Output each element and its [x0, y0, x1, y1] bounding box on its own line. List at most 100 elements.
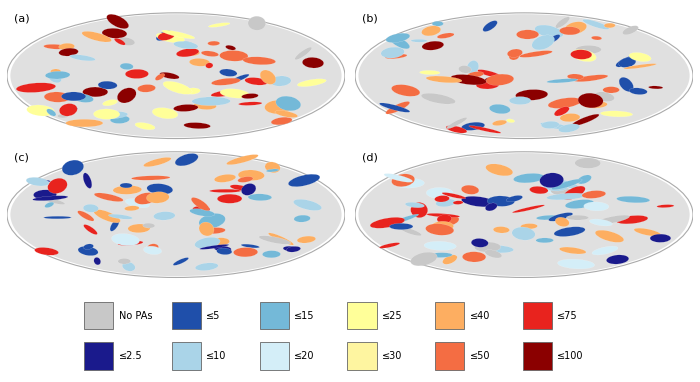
Ellipse shape [550, 187, 572, 196]
Ellipse shape [426, 76, 462, 83]
Ellipse shape [7, 13, 345, 139]
Ellipse shape [619, 58, 636, 68]
Ellipse shape [297, 236, 316, 243]
Ellipse shape [248, 194, 272, 201]
Ellipse shape [431, 221, 454, 231]
Ellipse shape [529, 186, 548, 194]
Ellipse shape [532, 35, 554, 50]
Ellipse shape [411, 258, 430, 264]
Ellipse shape [260, 70, 276, 84]
Ellipse shape [241, 94, 258, 99]
Ellipse shape [111, 234, 139, 246]
Ellipse shape [283, 246, 298, 251]
Ellipse shape [400, 227, 421, 236]
Ellipse shape [120, 183, 132, 188]
Ellipse shape [302, 57, 323, 68]
Ellipse shape [577, 190, 592, 194]
Ellipse shape [217, 194, 242, 203]
Ellipse shape [437, 33, 454, 39]
Ellipse shape [405, 202, 424, 208]
Ellipse shape [174, 41, 198, 49]
Ellipse shape [424, 241, 456, 250]
Ellipse shape [83, 225, 97, 235]
Ellipse shape [467, 60, 479, 74]
Ellipse shape [259, 236, 290, 244]
Ellipse shape [390, 36, 410, 49]
Ellipse shape [135, 123, 155, 130]
Ellipse shape [471, 238, 489, 247]
Ellipse shape [268, 233, 294, 245]
Ellipse shape [128, 224, 150, 233]
Ellipse shape [461, 122, 485, 130]
Text: ≤25: ≤25 [382, 311, 402, 320]
Ellipse shape [43, 216, 71, 219]
Ellipse shape [379, 103, 410, 112]
Ellipse shape [78, 246, 98, 256]
Text: ≤75: ≤75 [557, 311, 578, 320]
Ellipse shape [475, 242, 500, 252]
Ellipse shape [421, 26, 441, 36]
Ellipse shape [592, 246, 618, 255]
Ellipse shape [72, 94, 94, 102]
Ellipse shape [173, 257, 188, 265]
Ellipse shape [83, 244, 94, 249]
Ellipse shape [437, 215, 452, 223]
Ellipse shape [650, 234, 671, 243]
Ellipse shape [594, 92, 615, 102]
Text: ≤5: ≤5 [206, 311, 220, 320]
Ellipse shape [453, 201, 463, 204]
Ellipse shape [241, 244, 260, 248]
Ellipse shape [176, 49, 199, 57]
Ellipse shape [541, 121, 559, 129]
Ellipse shape [461, 185, 479, 194]
Ellipse shape [582, 191, 606, 198]
Ellipse shape [47, 109, 56, 116]
Ellipse shape [271, 117, 292, 125]
Text: ≤30: ≤30 [382, 351, 402, 361]
Ellipse shape [103, 100, 118, 106]
Ellipse shape [243, 57, 276, 65]
Ellipse shape [560, 113, 580, 122]
Ellipse shape [45, 202, 54, 208]
Text: ≤40: ≤40 [470, 311, 490, 320]
Ellipse shape [114, 38, 125, 45]
Ellipse shape [193, 206, 210, 213]
Ellipse shape [162, 30, 195, 39]
Ellipse shape [108, 214, 132, 219]
Ellipse shape [410, 252, 437, 266]
Ellipse shape [57, 114, 69, 118]
Ellipse shape [370, 217, 405, 228]
Ellipse shape [295, 47, 312, 60]
Ellipse shape [572, 114, 599, 126]
Ellipse shape [468, 71, 484, 78]
Ellipse shape [624, 63, 657, 69]
Ellipse shape [118, 258, 131, 264]
Ellipse shape [595, 230, 624, 243]
Ellipse shape [494, 76, 507, 83]
Ellipse shape [118, 37, 135, 45]
Ellipse shape [190, 209, 215, 216]
Ellipse shape [389, 223, 413, 230]
Ellipse shape [559, 27, 580, 35]
Ellipse shape [578, 93, 603, 108]
Text: ≤15: ≤15 [294, 311, 314, 320]
Ellipse shape [355, 152, 693, 277]
Ellipse shape [62, 92, 86, 101]
Ellipse shape [575, 158, 601, 168]
Ellipse shape [110, 219, 119, 231]
Ellipse shape [248, 16, 266, 30]
Ellipse shape [225, 45, 236, 50]
Ellipse shape [485, 203, 497, 211]
Ellipse shape [156, 32, 185, 43]
Ellipse shape [565, 199, 594, 209]
FancyBboxPatch shape [260, 342, 289, 370]
Ellipse shape [195, 237, 220, 249]
Ellipse shape [426, 213, 460, 217]
Ellipse shape [485, 77, 501, 83]
Ellipse shape [122, 262, 135, 271]
Ellipse shape [512, 227, 536, 240]
Ellipse shape [83, 173, 92, 188]
Ellipse shape [509, 52, 519, 60]
Ellipse shape [294, 215, 310, 222]
FancyBboxPatch shape [523, 302, 552, 329]
